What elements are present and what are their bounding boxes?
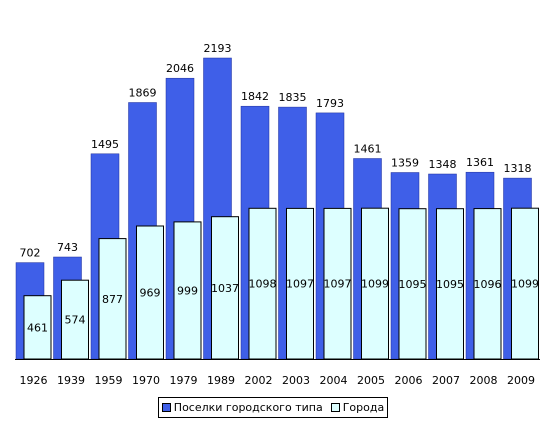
data-label-series0-2004: 1793 — [316, 97, 344, 110]
data-label-series0-1970: 1869 — [129, 87, 157, 100]
bar-series1-2006 — [398, 208, 427, 360]
x-tick-2005: 2005 — [357, 374, 385, 387]
bar-series1-2007 — [436, 208, 464, 360]
data-label-series0-1979: 2046 — [166, 62, 194, 75]
legend-label-0: Поселки городского типа — [173, 401, 323, 414]
x-tick-1970: 1970 — [132, 374, 160, 387]
bar-series1-2002 — [248, 207, 277, 360]
data-label-series0-2003: 1835 — [279, 91, 307, 104]
legend-label-1: Города — [342, 401, 385, 414]
data-label-series1-2009: 1099 — [511, 278, 539, 291]
data-label-series1-1979: 999 — [177, 284, 198, 297]
data-label-series1-2008: 1096 — [474, 278, 502, 291]
data-label-series0-2007: 1348 — [429, 158, 457, 171]
data-label-series0-2009: 1318 — [504, 162, 532, 175]
data-label-series1-2003: 1097 — [286, 278, 314, 291]
data-label-series0-1989: 2193 — [204, 42, 232, 55]
data-label-series0-1959: 1495 — [91, 138, 119, 151]
bar-series1-2008 — [473, 208, 502, 360]
bar-series1-2009 — [511, 207, 539, 360]
labels-layer: 702 461 743 574 1495 877 1869 969 2046 999 2193 103… — [20, 42, 540, 334]
data-label-series0-2006: 1359 — [391, 157, 419, 170]
bars-layer — [15, 57, 539, 360]
data-label-series1-1989: 1037 — [211, 282, 239, 295]
bar-series1-1979 — [173, 221, 202, 360]
data-label-series0-2008: 1361 — [466, 156, 494, 169]
data-label-series1-1939: 574 — [65, 314, 86, 327]
x-tick-2008: 2008 — [470, 374, 498, 387]
data-label-series0-2002: 1842 — [241, 90, 269, 103]
x-tick-1959: 1959 — [95, 374, 123, 387]
bar-series1-2005 — [361, 207, 389, 360]
bar-series1-2004 — [323, 207, 352, 360]
bar-series1-1989 — [211, 216, 239, 360]
bar-series1-1959 — [98, 238, 127, 360]
bar-series1-1939 — [61, 279, 89, 360]
legend: Поселки городского типа Города — [158, 397, 388, 418]
data-label-series1-2002: 1098 — [249, 278, 277, 291]
x-tick-2003: 2003 — [282, 374, 310, 387]
x-tick-2009: 2009 — [507, 374, 535, 387]
data-label-series1-1926: 461 — [27, 321, 48, 334]
bar-series1-1970 — [136, 225, 164, 360]
data-label-series1-1959: 877 — [102, 293, 123, 306]
x-tick-1926: 1926 — [20, 374, 48, 387]
data-label-series1-2005: 1099 — [361, 278, 389, 291]
data-label-series0-1939: 743 — [57, 241, 78, 254]
x-tick-2002: 2002 — [245, 374, 273, 387]
legend-item-1: Города — [330, 401, 385, 414]
x-tick-1979: 1979 — [170, 374, 198, 387]
x-tick-2004: 2004 — [320, 374, 348, 387]
data-label-series0-2005: 1461 — [354, 143, 382, 156]
x-tick-2007: 2007 — [432, 374, 460, 387]
x-tick-1939: 1939 — [57, 374, 85, 387]
legend-swatch-1 — [330, 403, 340, 412]
x-tick-labels: 1926 1939 1959 1970 1979 1989 2002 2003 2004 2005… — [20, 374, 536, 387]
bar-series1-2003 — [286, 207, 314, 360]
legend-swatch-0 — [161, 403, 171, 412]
data-label-series1-2004: 1097 — [324, 278, 352, 291]
x-tick-2006: 2006 — [395, 374, 423, 387]
x-tick-1989: 1989 — [207, 374, 235, 387]
legend-item-0: Поселки городского типа — [161, 401, 323, 414]
data-label-series0-1926: 702 — [20, 247, 41, 260]
data-label-series1-2006: 1095 — [399, 278, 427, 291]
data-label-series1-1970: 969 — [140, 287, 161, 300]
data-label-series1-2007: 1095 — [436, 278, 464, 291]
bar-series1-1926 — [23, 295, 52, 360]
